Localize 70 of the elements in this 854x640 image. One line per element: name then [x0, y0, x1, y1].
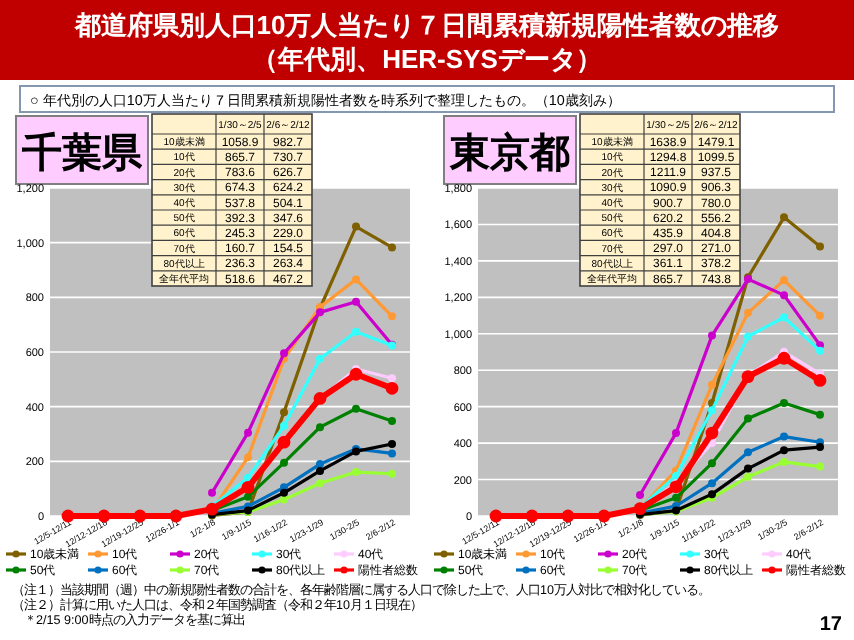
- chart-title: 東京都: [448, 130, 570, 176]
- point: [352, 222, 360, 231]
- point: [316, 479, 324, 488]
- point: [636, 491, 644, 500]
- point: [744, 332, 752, 341]
- point: [705, 426, 719, 440]
- point: [780, 398, 788, 407]
- point: [708, 406, 716, 415]
- point: [388, 374, 396, 383]
- point: [349, 367, 363, 381]
- point: [708, 380, 716, 389]
- point: [316, 460, 324, 469]
- point: [744, 464, 752, 473]
- point: [744, 414, 752, 423]
- point: [672, 493, 680, 502]
- point: [244, 492, 252, 501]
- point: [388, 416, 396, 425]
- point: [780, 457, 788, 466]
- chart-title: 千葉県: [20, 130, 144, 176]
- point: [244, 473, 252, 482]
- point: [280, 495, 288, 504]
- point: [777, 351, 791, 365]
- point: [316, 354, 324, 363]
- point: [280, 488, 288, 497]
- point: [352, 275, 360, 284]
- point: [780, 446, 788, 455]
- point: [780, 313, 788, 322]
- point: [388, 440, 396, 448]
- point: [352, 468, 360, 477]
- point: [816, 311, 824, 320]
- point: [385, 381, 399, 395]
- point: [744, 308, 752, 317]
- point: [780, 432, 788, 441]
- point: [816, 410, 824, 419]
- text: 都道府県別人口10万人当たり７日間累積新規陽性者数の推移: [72, 10, 780, 40]
- point: [708, 479, 716, 488]
- point: [352, 327, 360, 336]
- point: [744, 448, 752, 457]
- point: [744, 472, 752, 481]
- point: [388, 449, 396, 458]
- text: 17: [819, 614, 843, 636]
- point: [244, 453, 252, 462]
- point: [280, 408, 288, 417]
- point: [780, 291, 788, 300]
- point: [816, 242, 824, 251]
- point: [708, 459, 716, 468]
- point: [277, 435, 291, 449]
- point: [388, 469, 396, 478]
- point: [816, 346, 824, 355]
- point: [708, 331, 716, 340]
- point: [816, 462, 824, 471]
- point: [352, 404, 360, 413]
- point: [280, 421, 288, 430]
- point: [672, 429, 680, 438]
- point: [208, 488, 216, 497]
- point: [280, 458, 288, 467]
- point: [388, 243, 396, 252]
- point: [316, 466, 324, 475]
- point: [780, 213, 788, 222]
- text: （年代別、HER-SYSデータ）: [252, 44, 602, 74]
- point: [780, 276, 788, 285]
- point: [280, 349, 288, 358]
- point: [388, 312, 396, 321]
- point: [816, 443, 824, 452]
- point: [244, 428, 252, 437]
- point: [316, 423, 324, 432]
- point: [813, 374, 827, 387]
- point: [352, 297, 360, 306]
- point: [672, 471, 680, 480]
- point: [669, 480, 683, 494]
